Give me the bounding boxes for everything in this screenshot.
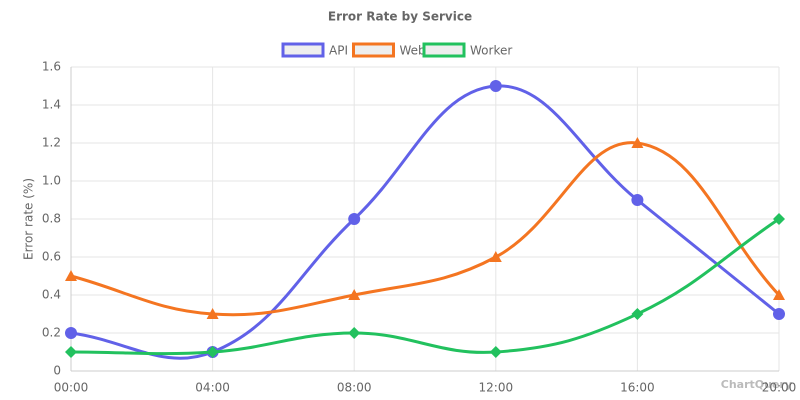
marker xyxy=(206,346,219,358)
y-tick-label: 1.4 xyxy=(42,98,61,112)
legend-swatch xyxy=(281,42,325,58)
marker xyxy=(206,308,219,319)
y-tick-label: 1.6 xyxy=(42,60,61,74)
x-tick-label: 20:00 xyxy=(762,381,797,395)
marker xyxy=(65,346,77,358)
y-tick-label: 1.0 xyxy=(42,174,61,188)
y-tick-label: 0.4 xyxy=(42,288,61,302)
y-tick-label: 0.6 xyxy=(42,250,61,264)
series-line xyxy=(70,84,780,360)
marker xyxy=(65,270,77,281)
watermark: ChartQuery xyxy=(721,378,792,391)
marker xyxy=(65,327,77,339)
y-tick-label: 0.8 xyxy=(42,212,61,226)
chart-title: Error Rate by Service xyxy=(328,10,472,24)
x-tick-label: 16:00 xyxy=(620,381,655,395)
marker xyxy=(631,137,644,148)
marker xyxy=(773,308,785,320)
series-line xyxy=(70,141,781,317)
x-tick-label: 00:00 xyxy=(54,381,89,395)
legend-label: Worker xyxy=(470,44,512,58)
marker xyxy=(348,213,361,225)
marker xyxy=(631,194,644,206)
legend-label: API xyxy=(329,44,348,58)
series-line xyxy=(70,217,780,356)
y-tick-label: 0 xyxy=(53,364,61,378)
marker xyxy=(489,80,502,92)
marker xyxy=(489,346,502,358)
legend-swatch xyxy=(422,42,466,58)
marker xyxy=(773,289,785,300)
legend-label: Web xyxy=(400,44,426,58)
marker xyxy=(348,289,361,300)
y-tick-label: 1.2 xyxy=(42,136,61,150)
marker xyxy=(348,327,361,339)
x-tick-label: 04:00 xyxy=(195,381,230,395)
marker xyxy=(773,213,785,225)
y-axis-label: Error rate (%) xyxy=(22,178,36,260)
legend-swatch xyxy=(352,42,395,58)
marker xyxy=(631,308,644,320)
marker xyxy=(489,251,502,262)
x-tick-label: 08:00 xyxy=(337,381,372,395)
y-tick-label: 0.2 xyxy=(42,326,61,340)
x-tick-label: 12:00 xyxy=(479,381,514,395)
